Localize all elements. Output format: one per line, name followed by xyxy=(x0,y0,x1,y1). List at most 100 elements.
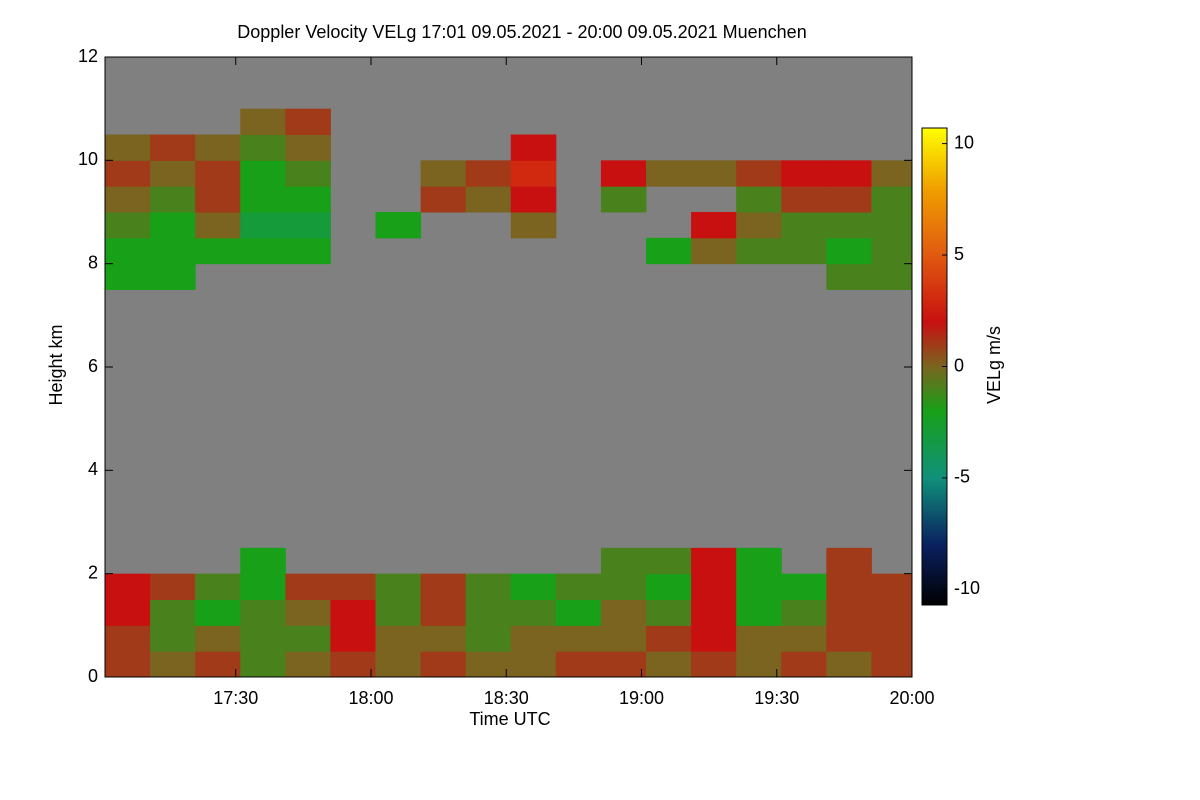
cell xyxy=(871,651,912,677)
cell xyxy=(240,573,286,600)
cell xyxy=(736,573,782,600)
cell xyxy=(691,547,737,575)
cell xyxy=(555,599,602,626)
cell xyxy=(691,212,737,239)
colorbar-tick-label: 5 xyxy=(954,244,964,264)
cell xyxy=(240,134,286,161)
cell xyxy=(871,186,912,213)
cell xyxy=(195,134,241,161)
cell xyxy=(826,186,872,213)
cell xyxy=(150,263,196,290)
y-axis-label: Height km xyxy=(46,324,66,405)
cell xyxy=(285,134,331,161)
cell xyxy=(420,599,467,626)
cell xyxy=(465,573,512,600)
cell xyxy=(510,186,557,213)
cells xyxy=(105,108,912,677)
cell xyxy=(240,160,286,187)
cell xyxy=(195,186,241,213)
colorbar-tick-label: 10 xyxy=(954,132,974,152)
cell xyxy=(150,625,196,652)
cell xyxy=(510,212,557,239)
cell xyxy=(240,651,286,677)
cell xyxy=(871,263,912,290)
cell xyxy=(600,186,647,213)
cell xyxy=(600,573,647,600)
cell xyxy=(691,237,737,265)
cell xyxy=(420,186,467,213)
cell xyxy=(826,573,872,600)
cell xyxy=(105,134,151,161)
cell xyxy=(375,651,422,677)
cell xyxy=(736,237,782,265)
cell xyxy=(285,625,331,652)
cell xyxy=(736,186,782,213)
cell xyxy=(285,599,331,626)
cell xyxy=(826,547,872,575)
cell xyxy=(105,263,151,290)
cell xyxy=(781,212,827,239)
cell xyxy=(781,160,827,187)
cell xyxy=(510,160,557,187)
y-tick-label: 8 xyxy=(88,252,98,272)
cell xyxy=(105,599,151,626)
cell xyxy=(420,160,467,187)
cell xyxy=(646,573,692,600)
x-tick-label: 17:30 xyxy=(213,688,258,708)
cell xyxy=(826,625,872,652)
cell xyxy=(781,573,827,600)
cell xyxy=(420,625,467,652)
cell xyxy=(105,651,151,677)
cell xyxy=(826,160,872,187)
colorbar-tick-label: 0 xyxy=(954,355,964,375)
x-tick-label: 19:30 xyxy=(754,688,799,708)
cell xyxy=(195,625,241,652)
cell xyxy=(105,625,151,652)
cell xyxy=(736,599,782,626)
y-tick-label: 0 xyxy=(88,666,98,686)
cell xyxy=(465,186,512,213)
cell xyxy=(240,212,286,239)
cell xyxy=(736,212,782,239)
cell xyxy=(150,651,196,677)
cell xyxy=(465,599,512,626)
cell xyxy=(240,547,286,575)
cell xyxy=(105,160,151,187)
cell xyxy=(646,160,692,187)
cell xyxy=(691,625,737,652)
cell xyxy=(150,134,196,161)
cell xyxy=(826,212,872,239)
x-axis-label: Time UTC xyxy=(469,709,550,729)
cell xyxy=(375,212,422,239)
cell xyxy=(600,625,647,652)
cell xyxy=(105,573,151,600)
cell xyxy=(285,186,331,213)
cell xyxy=(555,651,602,677)
cell xyxy=(736,625,782,652)
cell xyxy=(646,237,692,265)
cell xyxy=(285,237,331,265)
colorbar-tick-label: -10 xyxy=(954,578,980,598)
cell xyxy=(150,599,196,626)
cell xyxy=(510,134,557,161)
cell xyxy=(691,160,737,187)
cell xyxy=(510,651,557,677)
cell xyxy=(105,212,151,239)
cell xyxy=(195,212,241,239)
cell xyxy=(240,108,286,135)
cell xyxy=(420,651,467,677)
cell xyxy=(285,212,331,239)
cell xyxy=(781,237,827,265)
x-tick-label: 19:00 xyxy=(619,688,664,708)
cell xyxy=(736,547,782,575)
cell xyxy=(510,599,557,626)
cell xyxy=(465,625,512,652)
cell xyxy=(105,237,151,265)
cell xyxy=(646,651,692,677)
cell xyxy=(510,573,557,600)
cell xyxy=(600,599,647,626)
cell xyxy=(195,599,241,626)
y-tick-label: 10 xyxy=(78,149,98,169)
y-tick-label: 2 xyxy=(88,562,98,582)
y-tick-label: 6 xyxy=(88,356,98,376)
